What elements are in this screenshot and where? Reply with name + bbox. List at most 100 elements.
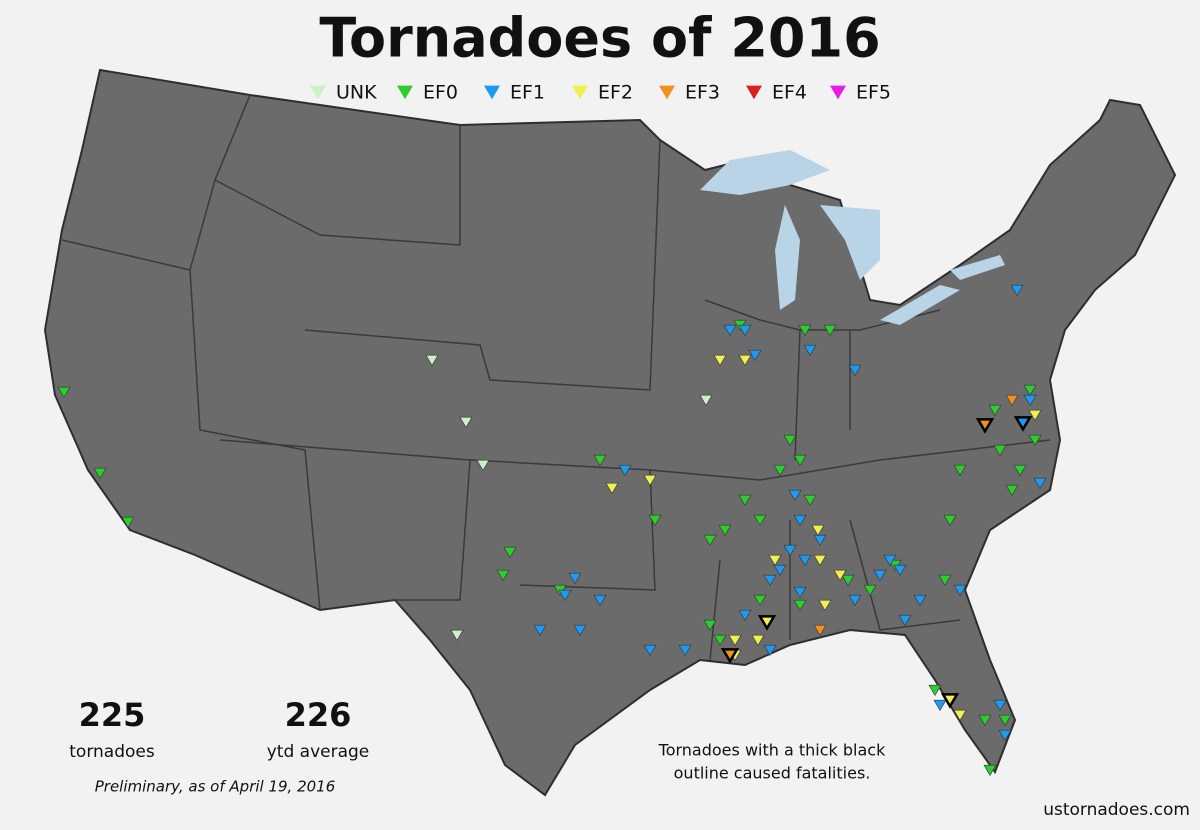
tornado-marker [841,574,855,586]
tornado-marker [1005,394,1019,406]
legend: UNK EF0 EF1 EF2 EF3 EF4 EF5 [310,82,891,104]
tornado-marker [928,684,942,696]
border [704,299,941,461]
tornado-marker [713,634,727,646]
tornado-marker [883,554,897,566]
tornado-marker [713,354,727,366]
legend-swatch [484,85,500,100]
tornado-marker [848,594,862,606]
tornado-marker [938,574,952,586]
lake-huron [820,205,880,280]
legend-label: EF4 [772,82,807,104]
tornado-marker [121,516,135,528]
tornado-marker [893,564,907,576]
tornado-marker [703,619,717,631]
legend-swatch [830,85,846,100]
tornado-marker [763,574,777,586]
tornado-marker [753,514,767,526]
tornado-marker [1028,409,1042,421]
stat-value: 226 [285,696,352,734]
annotation: Tornadoes with a thick black [658,741,886,760]
state-borders [61,94,1051,661]
lake-erie [880,285,960,325]
tornado-marker [568,572,582,584]
tornado-marker [873,569,887,581]
annotation: outline caused fatalities. [674,764,871,783]
tornado-marker [738,324,752,336]
tornado-marker [798,324,812,336]
tornado-marker [763,644,777,656]
tornado-marker [718,524,732,536]
tornado-marker [1033,477,1047,489]
tornado-marker [751,634,765,646]
tornado-marker [678,644,692,656]
legend-swatch [659,85,675,100]
tornado-marker [593,454,607,466]
border [61,94,251,271]
lake-ontario [950,255,1005,280]
legend-label: EF1 [510,82,545,104]
tornado-marker [723,324,737,336]
tornado-marker [803,494,817,506]
tornado-marker [93,467,107,479]
tornado-marker [803,344,817,356]
tornado-marker [983,764,997,776]
stat-value: 225 [79,696,146,734]
tornado-marker [993,444,1007,456]
tornado-marker [1028,434,1042,446]
tornado-marker [811,524,825,536]
border [709,519,961,661]
tornado-marker [898,614,912,626]
source: ustornadoes.com [1043,800,1190,820]
tornado-marker [643,644,657,656]
legend-label: EF5 [856,82,891,104]
tornado-marker [833,569,847,581]
tornado-marker [998,729,1012,741]
tornado-marker [798,554,812,566]
tornado-marker [573,624,587,636]
tornado-marker [940,693,960,709]
tornado-marker [1010,284,1024,296]
legend-swatch [397,85,413,100]
legend-swatch [310,85,326,100]
tornado-marker [998,714,1012,726]
tornado-marker [793,514,807,526]
tornado-marker [1013,416,1033,432]
tornado-marker [813,624,827,636]
tornado-marker [728,634,742,646]
tornado-marker [975,418,995,434]
tornado-marker [773,464,787,476]
legend-label: UNK [336,82,377,104]
border [219,439,471,601]
tornado-marker [503,546,517,558]
tornado-marker [699,394,713,406]
tornado-marker [648,514,662,526]
lake-michigan [775,205,800,310]
tornado-marker [793,586,807,598]
tornado-marker [848,364,862,376]
tornado-marker [1005,484,1019,496]
tornado-marker [738,354,752,366]
tornado-marker [783,434,797,446]
tornado-marker [813,554,827,566]
tornado-marker [476,459,490,471]
tornado-marker [788,489,802,501]
tornado-marker [496,569,510,581]
tornado-marker [988,404,1002,416]
tornado-marker [953,584,967,596]
great-lakes [700,150,1005,325]
tornado-marker [757,615,777,631]
legend-label: EF0 [423,82,458,104]
legend-label: EF2 [598,82,633,104]
tornado-marker [738,494,752,506]
tornado-marker [57,386,71,398]
legend-swatch [746,85,762,100]
tornado-marker [773,564,787,576]
tornado-marker [863,584,877,596]
tornado-marker [783,544,797,556]
tornado-marker [953,709,967,721]
tornado-marker [605,482,619,494]
border [304,139,661,391]
tornado-marker [793,599,807,611]
